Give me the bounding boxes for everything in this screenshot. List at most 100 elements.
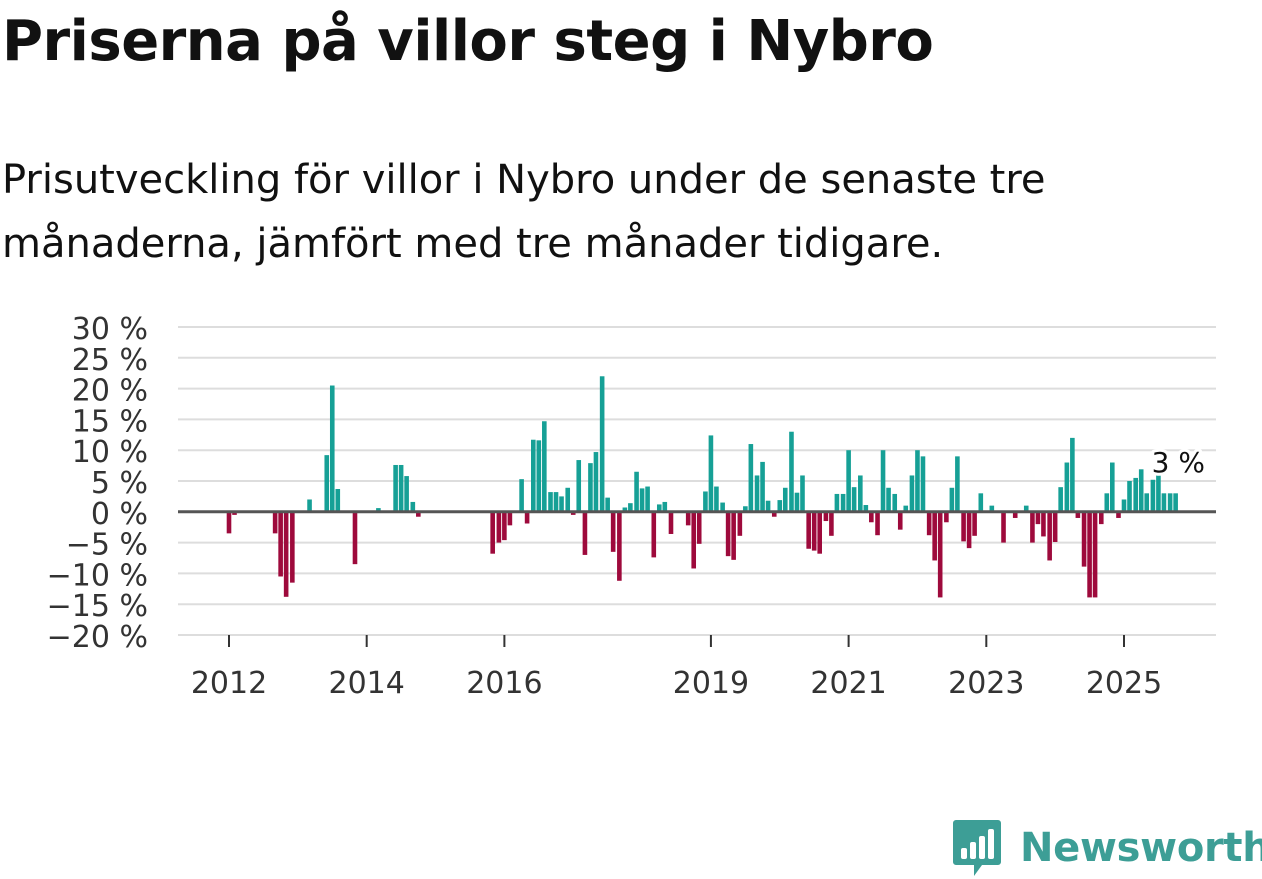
chart-title: Priserna på villor steg i Nybro bbox=[2, 9, 934, 74]
bar bbox=[1047, 511, 1052, 561]
bar bbox=[1023, 505, 1029, 512]
bar bbox=[1167, 493, 1173, 512]
bar bbox=[829, 511, 834, 536]
bar bbox=[1058, 487, 1063, 512]
bar bbox=[335, 489, 341, 512]
bar bbox=[932, 511, 937, 561]
bar bbox=[628, 503, 633, 512]
bar bbox=[794, 492, 800, 512]
bar bbox=[1052, 511, 1058, 542]
x-tick-label: 2021 bbox=[810, 666, 886, 701]
bar bbox=[1173, 493, 1178, 512]
bar bbox=[961, 511, 966, 542]
bar bbox=[536, 440, 542, 512]
bar bbox=[376, 508, 381, 512]
bar bbox=[782, 487, 788, 512]
bar bbox=[851, 487, 857, 512]
bar bbox=[978, 493, 984, 512]
y-tick-label: 25 % bbox=[72, 343, 148, 378]
bar bbox=[1070, 437, 1075, 512]
bar bbox=[823, 511, 829, 522]
bar bbox=[272, 511, 278, 534]
bar bbox=[720, 502, 725, 512]
bar bbox=[1087, 511, 1092, 598]
bar bbox=[1127, 481, 1132, 512]
bar bbox=[599, 376, 605, 512]
y-tick-label: 5 % bbox=[91, 466, 148, 501]
bar bbox=[410, 501, 416, 512]
bar bbox=[760, 461, 765, 512]
bar bbox=[278, 511, 283, 577]
bar bbox=[875, 511, 880, 536]
bar bbox=[1041, 511, 1046, 537]
bar bbox=[393, 464, 398, 512]
bar bbox=[777, 500, 783, 512]
bar bbox=[352, 511, 358, 565]
bar bbox=[840, 493, 846, 512]
bar bbox=[1133, 477, 1138, 512]
bar bbox=[662, 501, 668, 512]
y-axis-tick-labels: 30 %25 %20 %15 %10 %5 %0 %−5 %−10 %−15 %… bbox=[47, 312, 148, 655]
bar bbox=[542, 421, 547, 512]
bar bbox=[593, 452, 599, 512]
y-tick-label: −20 % bbox=[47, 620, 148, 655]
bar bbox=[496, 511, 502, 543]
brand-name: Newsworthy bbox=[1020, 825, 1262, 871]
bar bbox=[519, 479, 524, 512]
bar bbox=[765, 500, 771, 512]
bar bbox=[622, 507, 628, 512]
chart-subtitle: Prisutveckling för villor i Nybro under … bbox=[2, 157, 1046, 267]
y-tick-label: 10 % bbox=[72, 435, 148, 470]
bar bbox=[754, 475, 760, 512]
bar bbox=[892, 493, 898, 512]
bar bbox=[1030, 511, 1035, 543]
bar bbox=[926, 511, 932, 536]
bar bbox=[1098, 511, 1104, 525]
y-tick-label: 0 % bbox=[91, 497, 148, 532]
y-tick-label: 20 % bbox=[72, 374, 148, 409]
x-tick-label: 2025 bbox=[1086, 666, 1162, 701]
bar bbox=[645, 486, 650, 512]
bar bbox=[1110, 462, 1115, 512]
bar bbox=[1012, 511, 1018, 518]
gridlines bbox=[178, 326, 1216, 636]
bar bbox=[1001, 511, 1006, 543]
bar bbox=[553, 492, 559, 512]
bar bbox=[1144, 493, 1150, 512]
bar bbox=[656, 504, 662, 512]
bar bbox=[548, 492, 553, 512]
bar bbox=[725, 511, 731, 557]
bar bbox=[708, 435, 714, 512]
bar bbox=[743, 506, 748, 512]
bar bbox=[668, 511, 674, 534]
bar bbox=[404, 476, 409, 512]
bar bbox=[955, 456, 960, 512]
bar bbox=[1092, 511, 1098, 598]
bar bbox=[1121, 499, 1127, 512]
bar bbox=[610, 511, 616, 552]
bar bbox=[490, 511, 495, 554]
bar bbox=[531, 439, 536, 512]
bar bbox=[605, 497, 610, 512]
bar bbox=[639, 488, 645, 512]
bars bbox=[226, 376, 1178, 598]
bar bbox=[737, 511, 743, 536]
bar bbox=[1150, 479, 1156, 512]
bar bbox=[771, 511, 777, 517]
bar bbox=[915, 450, 920, 512]
bar bbox=[582, 511, 588, 555]
x-tick-label: 2019 bbox=[673, 666, 749, 701]
bar bbox=[651, 511, 657, 558]
bar-chart: 30 %25 %20 %15 %10 %5 %0 %−5 %−10 %−15 %… bbox=[47, 312, 1216, 701]
bar bbox=[1081, 511, 1087, 567]
bar bbox=[731, 511, 736, 560]
bar bbox=[398, 464, 404, 512]
bar bbox=[937, 511, 943, 598]
bar bbox=[507, 511, 513, 526]
bar bbox=[989, 505, 995, 512]
x-tick-label: 2012 bbox=[191, 666, 267, 701]
bar bbox=[811, 511, 817, 551]
bar bbox=[949, 487, 955, 512]
newsworthy-brand[interactable]: Newsworthy bbox=[952, 818, 1262, 878]
bar bbox=[789, 431, 794, 512]
